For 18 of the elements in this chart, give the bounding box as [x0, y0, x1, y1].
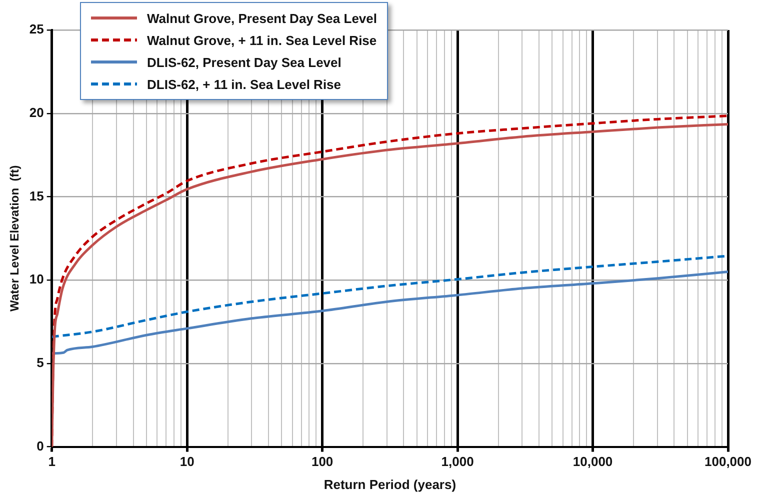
y-tick-label: 10 [29, 272, 44, 287]
legend-label: Walnut Grove, Present Day Sea Level [147, 10, 377, 26]
y-tick-label: 15 [29, 188, 44, 204]
y-tick-label: 0 [36, 438, 44, 454]
x-tick-label: 10 [180, 454, 194, 470]
x-tick-label: 10,000 [572, 454, 613, 470]
y-tick-label: 5 [36, 355, 44, 370]
y-tick-label: 20 [29, 104, 44, 120]
x-tick-label: 100,000 [704, 454, 752, 470]
x-tick-label: 1 [48, 454, 56, 470]
x-tick-label: 1,000 [441, 454, 474, 470]
y-tick-label: 25 [29, 22, 44, 37]
legend-label: DLIS-62, + 11 in. Sea Level Rise [147, 76, 342, 92]
x-axis-title: Return Period (years) [324, 476, 456, 492]
y-axis-title: Water Level Elevation (ft) [8, 165, 22, 312]
legend-label: Walnut Grove, + 11 in. Sea Level Rise [147, 32, 377, 48]
x-tick-label: 100 [311, 454, 334, 470]
legend-label: DLIS-62, Present Day Sea Level [147, 54, 342, 70]
